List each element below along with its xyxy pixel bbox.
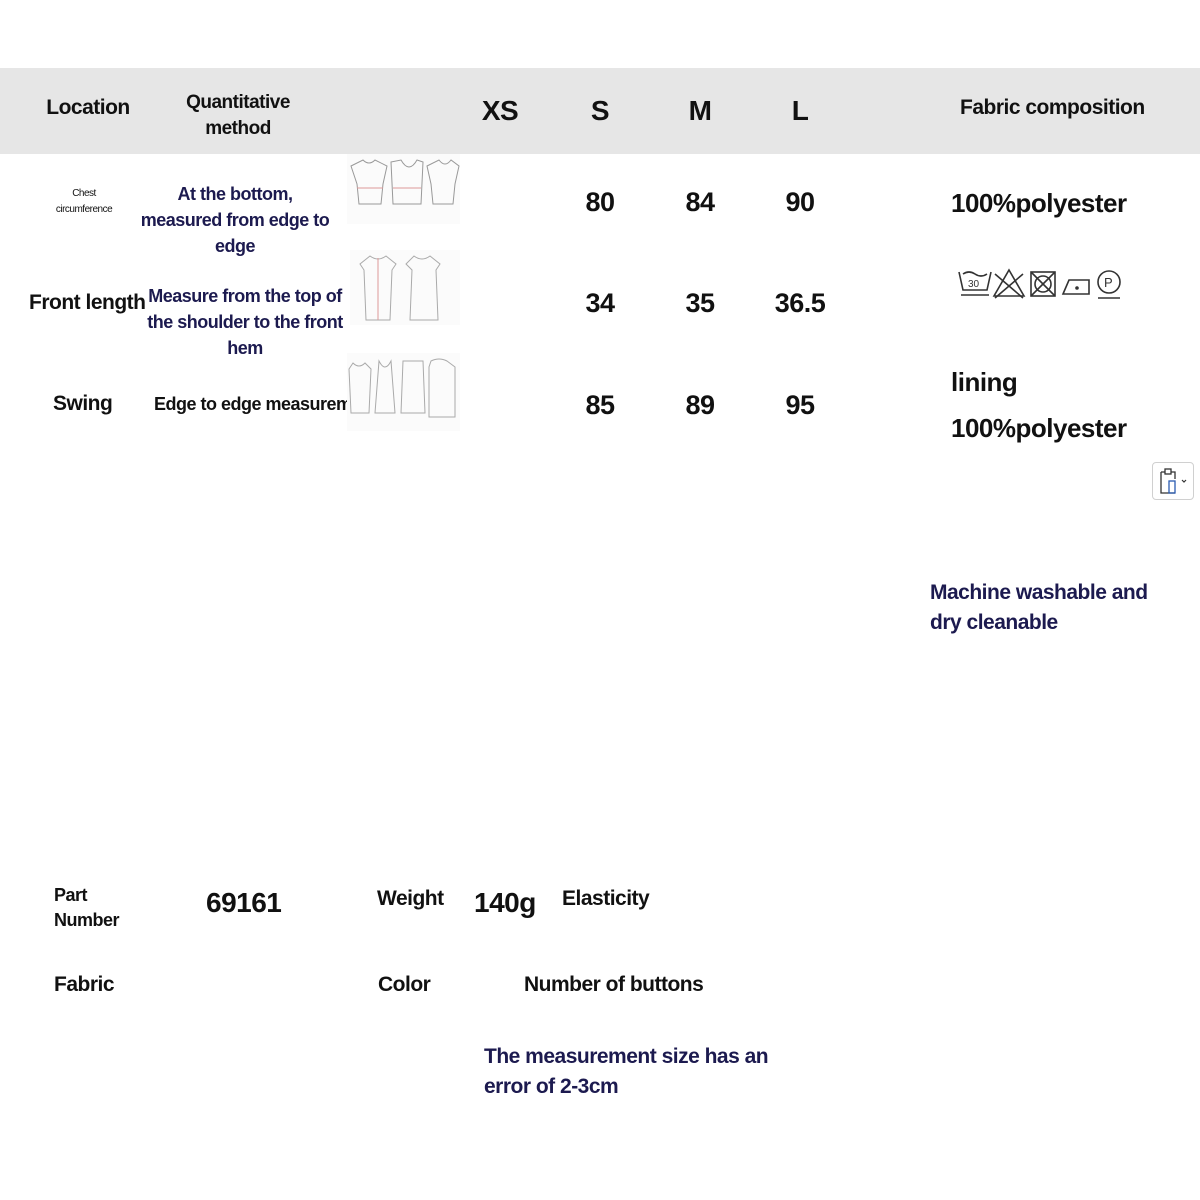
header-location: Location: [46, 96, 130, 119]
lining-label: lining: [951, 367, 1018, 397]
no-tumble-dry-icon: [1030, 271, 1056, 297]
svg-text:30: 30: [968, 279, 980, 290]
fabric-main: 100%polyester: [951, 188, 1127, 218]
row-location-chest: Chest circumference: [55, 188, 113, 215]
care-symbols: 30 P: [957, 266, 1127, 311]
row-method-chest: At the bottom, measured from edge to edg…: [140, 184, 330, 256]
row-front-length-l: 36.5: [774, 288, 826, 318]
row-method-swing: Edge to edge measurement: [154, 394, 378, 414]
row-location-front-length: Front length: [29, 291, 146, 314]
table-header: [0, 68, 1200, 154]
clipboard-icon: [1160, 468, 1187, 494]
wash-30-icon: 30: [958, 271, 992, 296]
paste-options-button[interactable]: [1152, 462, 1194, 500]
chest-diagram-image: [347, 154, 460, 224]
row-front-length-s: 34: [585, 288, 615, 318]
care-note: Machine washable and dry cleanable: [930, 581, 1148, 634]
header-method: Quantitative method: [186, 92, 290, 139]
iron-low-icon: [1061, 279, 1090, 295]
row-chest-s: 80: [585, 187, 615, 217]
no-bleach-icon: [992, 268, 1026, 299]
weight-value: 140g: [474, 887, 536, 918]
header-size-m: M: [688, 95, 712, 126]
row-location-swing: Swing: [53, 392, 113, 415]
row-swing-s: 85: [585, 390, 615, 420]
color-label: Color: [378, 973, 431, 996]
fabric-label: Fabric: [54, 973, 115, 996]
row-swing-m: 89: [685, 390, 715, 420]
row-chest-m: 84: [685, 187, 715, 217]
row-front-length-m: 35: [685, 288, 715, 318]
header-size-xs: XS: [481, 95, 519, 126]
svg-text:P: P: [1104, 275, 1113, 290]
elasticity-label: Elasticity: [562, 887, 650, 910]
lining-composition: 100%polyester: [951, 413, 1127, 443]
buttons-label: Number of buttons: [524, 973, 704, 996]
weight-label: Weight: [377, 887, 444, 910]
dry-clean-p-icon: P: [1097, 270, 1121, 299]
part-number-label: Part Number: [54, 885, 120, 930]
row-swing-l: 95: [785, 390, 815, 420]
part-number-value: 69161: [206, 887, 282, 918]
header-fabric: Fabric composition: [960, 96, 1145, 119]
front-length-diagram-image: [350, 250, 460, 325]
swing-diagram-image: [347, 353, 460, 431]
header-size-l: L: [791, 95, 809, 126]
row-chest-l: 90: [785, 187, 815, 217]
row-method-front-length: Measure from the top of the shoulder to …: [147, 286, 343, 358]
header-size-s: S: [590, 95, 610, 126]
measurement-note: The measurement size has an error of 2-3…: [484, 1045, 769, 1098]
